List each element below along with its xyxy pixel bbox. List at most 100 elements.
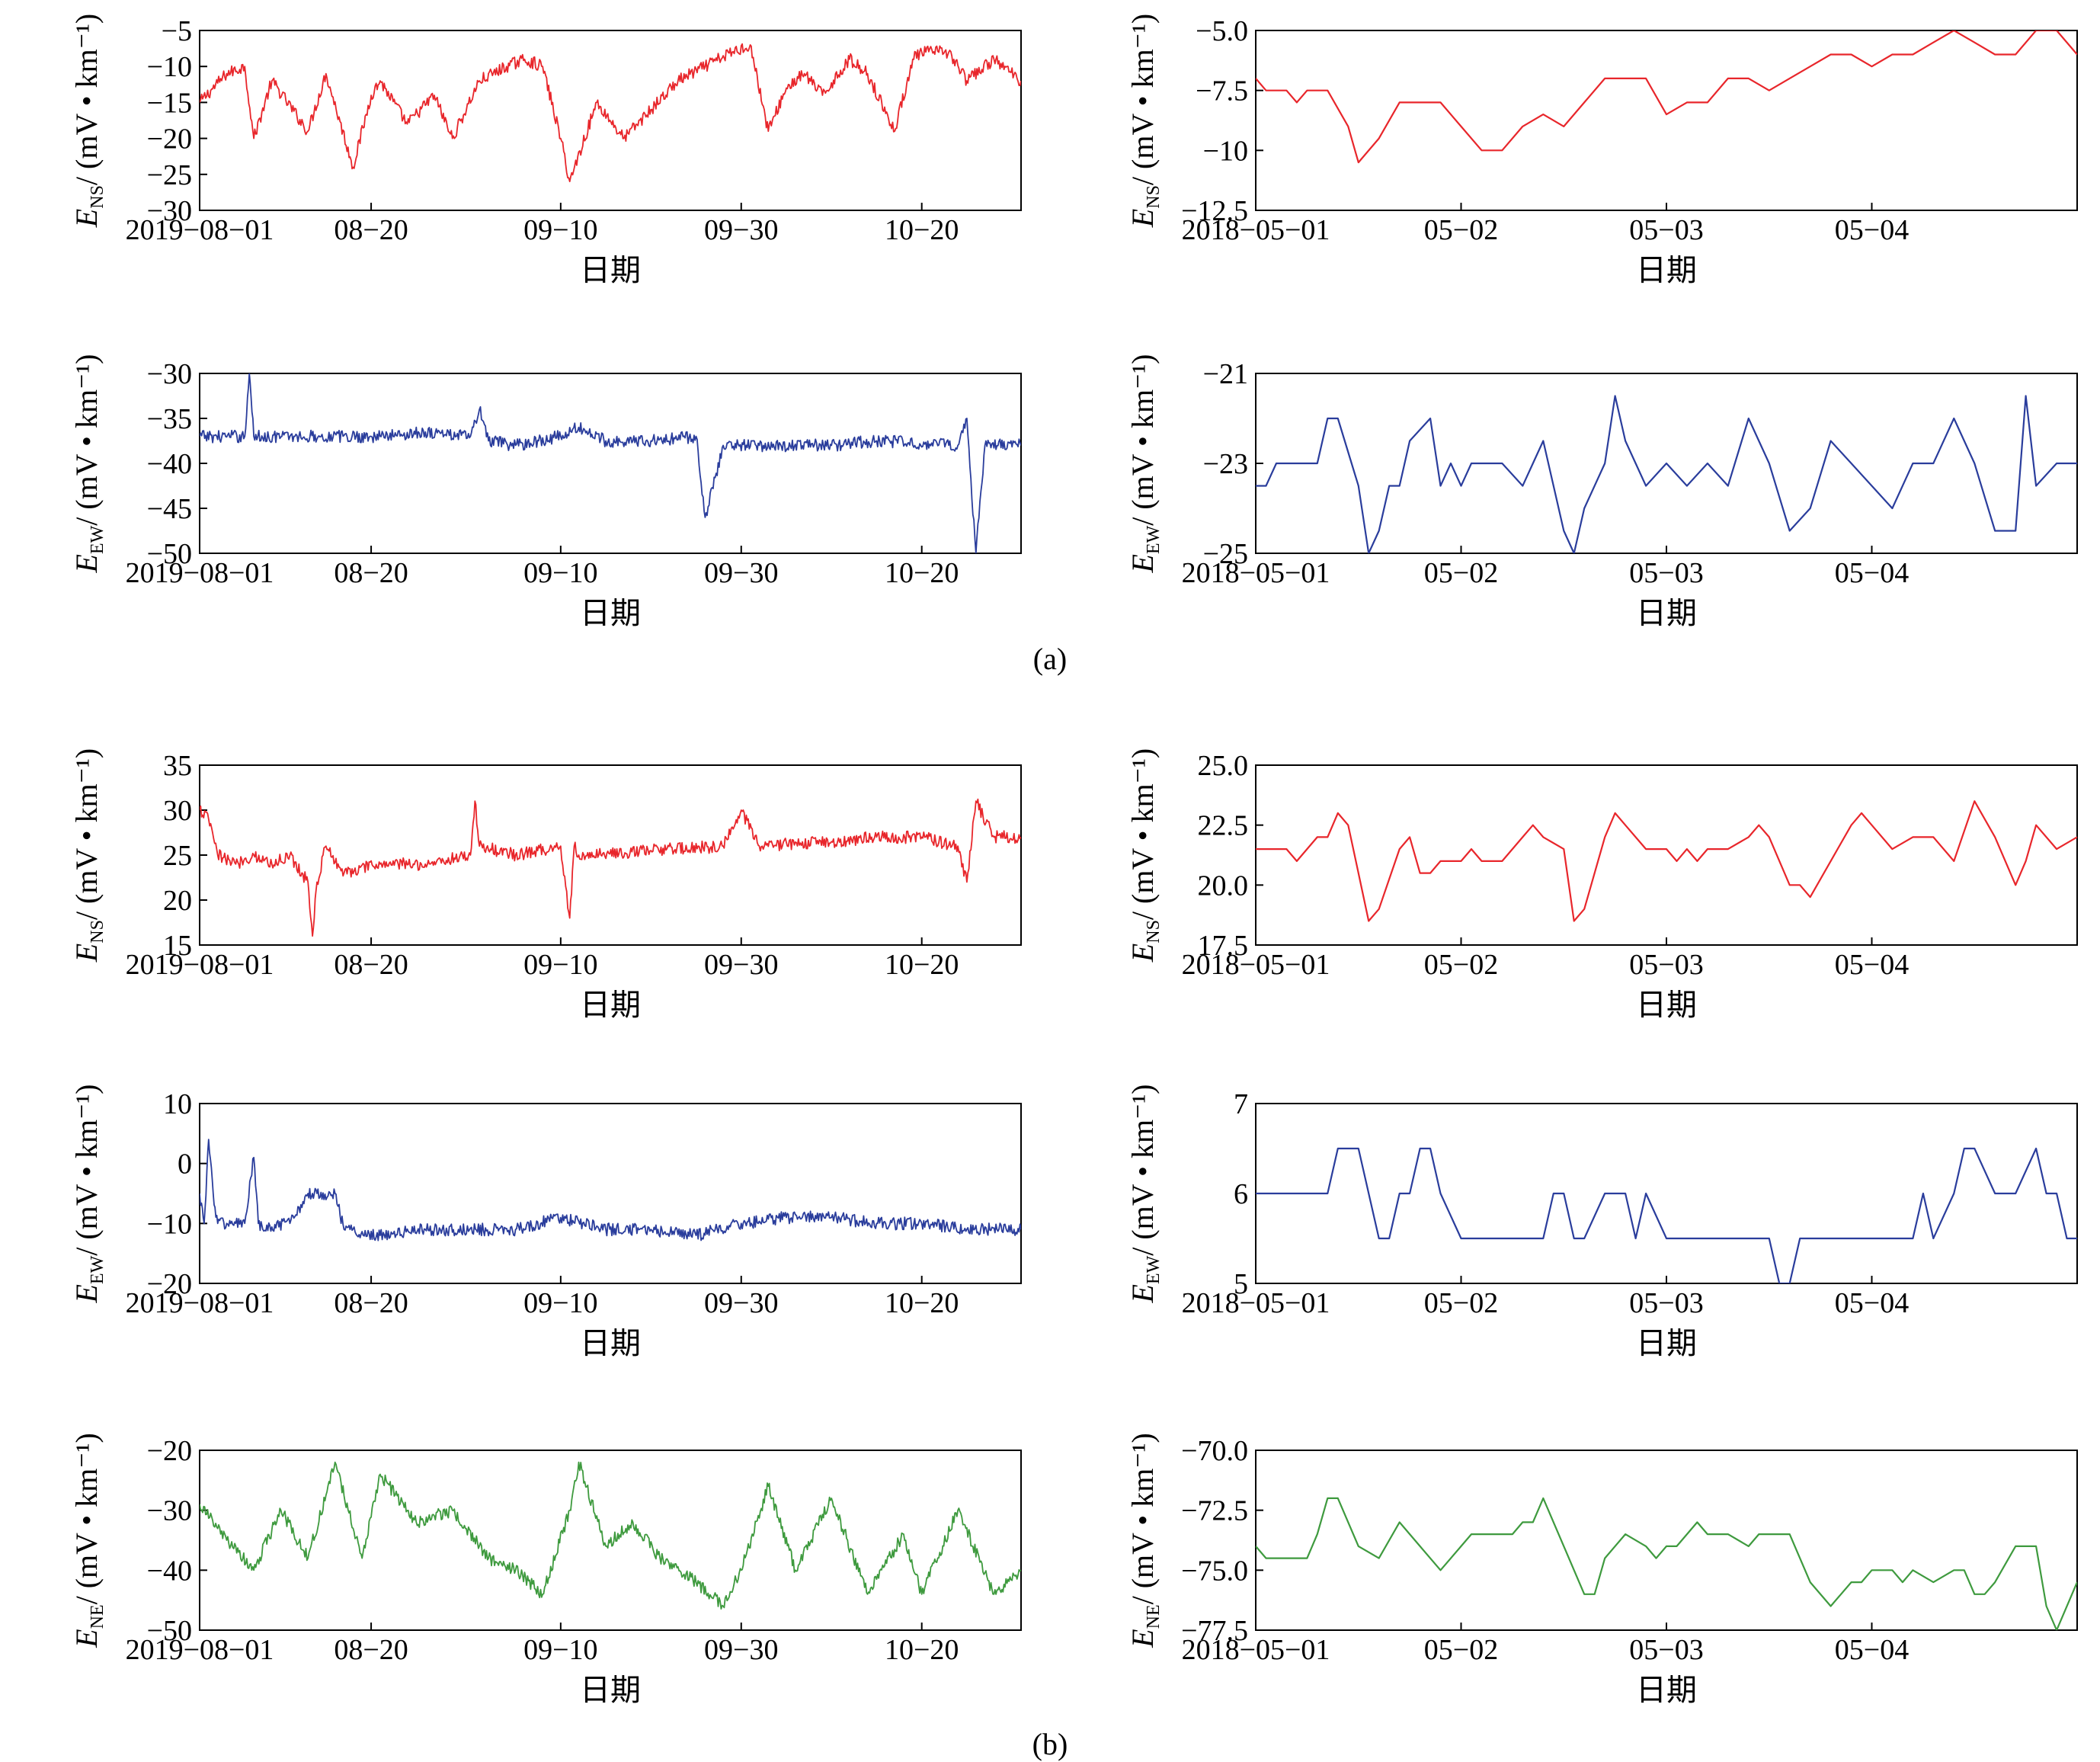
data-point — [1532, 463, 1534, 464]
data-point — [1347, 126, 1349, 127]
data-point — [1327, 418, 1328, 419]
data-point — [235, 863, 236, 865]
data-point — [758, 845, 760, 847]
x-tick-label: 09−10 — [523, 1634, 597, 1666]
data-point — [1614, 395, 1615, 396]
data-point — [767, 1485, 769, 1487]
data-point — [569, 181, 571, 182]
data-point — [1625, 825, 1626, 826]
y-tick-label: −30 — [147, 195, 192, 227]
data-point — [370, 95, 372, 96]
data-point — [831, 1498, 832, 1499]
data-point — [335, 1462, 336, 1463]
y-axis-label: EEW/ (mV • km⁻¹) — [1125, 1084, 1164, 1303]
y-tick-label: 30 — [163, 795, 192, 827]
data-point — [1645, 1193, 1647, 1194]
data-point — [921, 51, 923, 53]
data-point — [1932, 836, 1934, 838]
data-point — [1891, 53, 1893, 55]
y-tick-label: −20 — [147, 1268, 192, 1300]
data-point — [1666, 1546, 1667, 1547]
data-point — [1337, 1498, 1339, 1499]
x-tick-label: 05−03 — [1629, 1287, 1703, 1319]
data-point — [258, 1222, 259, 1224]
data-point — [1285, 90, 1287, 91]
data-point — [1501, 1533, 1503, 1535]
data-point — [2015, 530, 2016, 531]
data-point — [316, 881, 318, 883]
data-point — [1378, 530, 1380, 531]
data-point — [1769, 463, 1770, 464]
chart-panel-4: 2019−08−01 08−20 09−10 09−30 10−20 35 30 25 20 15… — [69, 748, 1022, 1023]
y-axis-subscript: NS — [88, 185, 107, 209]
data-point — [1748, 836, 1749, 838]
data-point — [957, 845, 959, 847]
data-point — [1891, 848, 1893, 850]
data-point — [1871, 485, 1872, 486]
data-point — [1727, 848, 1729, 850]
x-tick-label: 2019−08−01 — [126, 557, 274, 589]
data-point — [1542, 440, 1544, 441]
data-point — [741, 1222, 742, 1224]
data-point — [1645, 1546, 1647, 1547]
y-tick-label: −40 — [147, 448, 192, 480]
data-point — [479, 80, 480, 82]
data-point — [1932, 463, 1934, 464]
data-point — [415, 1521, 417, 1523]
y-tick-label: −50 — [147, 538, 192, 570]
data-point — [1840, 1594, 1842, 1595]
data-point — [1891, 1569, 1893, 1571]
data-point — [1419, 1546, 1420, 1547]
x-axis-label: 日期 — [580, 253, 641, 288]
caption-a: (a) — [1033, 642, 1067, 676]
x-tick-label: 09−10 — [523, 1287, 597, 1319]
data-point — [578, 427, 579, 428]
data-point — [695, 1235, 696, 1236]
data-point — [271, 863, 273, 865]
data-point — [1306, 1557, 1308, 1559]
data-point — [479, 408, 480, 410]
data-point — [821, 95, 823, 96]
data-point — [804, 72, 805, 74]
data-point — [623, 137, 625, 139]
data-point — [767, 130, 769, 132]
data-point — [1542, 114, 1544, 115]
caption-b: (b) — [1032, 1727, 1068, 1761]
data-point — [253, 435, 254, 437]
data-point — [217, 854, 219, 856]
data-point — [1974, 42, 1975, 43]
data-point — [1439, 101, 1441, 103]
data-point — [894, 130, 895, 132]
data-point — [1347, 825, 1349, 826]
data-point — [424, 1229, 426, 1230]
data-point — [1932, 1238, 1934, 1239]
y-tick-label: −5 — [162, 15, 192, 47]
data-point — [1583, 101, 1585, 103]
data-point — [469, 854, 471, 856]
x-axis-label: 日期 — [1636, 1673, 1697, 1708]
x-tick-label: 09−10 — [523, 949, 597, 981]
data-point — [1748, 1546, 1749, 1547]
data-point — [1563, 1193, 1564, 1194]
data-point — [831, 1216, 832, 1218]
data-point — [1861, 1581, 1862, 1583]
data-point — [1614, 812, 1615, 814]
data-point — [1789, 884, 1791, 886]
x-tick-label: 10−20 — [885, 214, 959, 246]
y-tick-label: −25 — [1203, 538, 1248, 570]
data-point — [1481, 463, 1482, 464]
data-point — [1707, 848, 1708, 850]
data-point — [632, 1521, 633, 1523]
data-point — [948, 51, 949, 53]
y-tick-label: −20 — [147, 123, 192, 155]
y-tick-label: −35 — [147, 403, 192, 435]
x-tick-label: 09−10 — [523, 557, 597, 589]
y-tick-label: −75.0 — [1181, 1555, 1248, 1587]
data-point — [514, 1569, 516, 1571]
data-point — [2045, 1605, 2047, 1607]
data-point — [424, 863, 426, 865]
data-point — [650, 440, 651, 441]
data-point — [1789, 78, 1791, 79]
data-point — [226, 1539, 227, 1541]
y-tick-label: 10 — [163, 1088, 192, 1120]
